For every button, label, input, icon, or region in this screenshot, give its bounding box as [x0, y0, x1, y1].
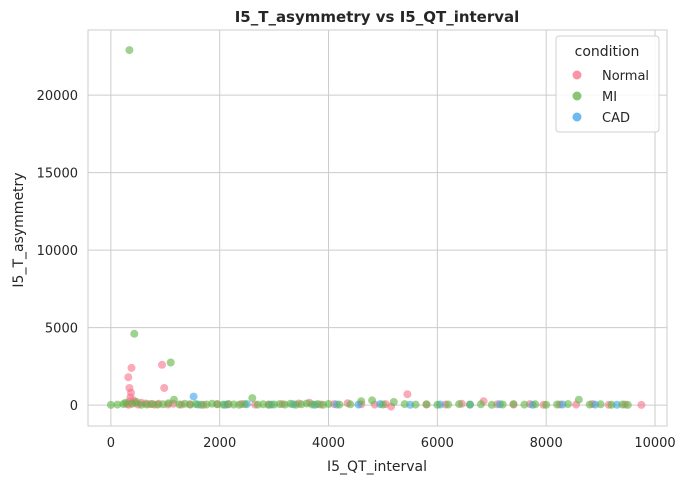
- legend-label-normal: Normal: [602, 69, 649, 84]
- data-point-normal: [637, 400, 646, 409]
- y-tick-label: 10000: [37, 244, 78, 259]
- legend-title: condition: [575, 44, 640, 60]
- data-point-mi: [240, 400, 249, 409]
- y-axis-label: I5_T_asymmetry: [11, 172, 27, 287]
- data-point-normal: [158, 360, 166, 369]
- y-tick-label: 5000: [45, 322, 78, 337]
- legend: condition Normal MI CAD: [555, 35, 660, 133]
- data-point-mi: [324, 400, 333, 408]
- y-tick-label: 20000: [37, 89, 78, 104]
- data-point-mi: [607, 400, 616, 409]
- y-tick-label: 15000: [37, 167, 78, 182]
- data-point-mi: [422, 400, 431, 409]
- data-point-mi: [130, 329, 139, 338]
- data-point-mi: [125, 46, 134, 55]
- data-point-mi: [585, 400, 594, 409]
- x-tick-label: 2000: [203, 436, 236, 451]
- points-layer: [106, 46, 646, 411]
- data-point-mi: [596, 400, 605, 409]
- legend-label-cad: CAD: [602, 111, 630, 126]
- x-tick-label: 6000: [421, 436, 454, 451]
- data-point-normal: [124, 373, 133, 382]
- data-point-mi: [166, 358, 175, 367]
- data-point-mi: [574, 395, 583, 404]
- data-point-mi: [389, 398, 398, 406]
- y-tick-label: 0: [70, 399, 78, 414]
- data-point-mi: [346, 400, 355, 409]
- data-point-mi: [564, 400, 572, 409]
- chart-title: I5_T_asymmetry vs I5_QT_interval: [235, 8, 520, 26]
- legend-label-mi: MI: [602, 90, 617, 105]
- data-point-mi: [444, 400, 453, 409]
- data-point-mi: [335, 400, 344, 409]
- x-tick-label: 0: [107, 436, 115, 451]
- data-point-mi: [553, 400, 562, 409]
- legend-entries: Normal MI CAD: [572, 69, 649, 126]
- x-tick-labels: 0 2000 4000 6000 8000 10000: [107, 436, 676, 451]
- data-point-mi: [248, 394, 257, 403]
- plot-frame: [87, 29, 668, 427]
- data-point-mi: [121, 398, 130, 407]
- data-point-normal: [160, 384, 169, 392]
- data-point-mi: [531, 400, 540, 409]
- legend-marker-normal: [572, 70, 582, 80]
- data-point-mi: [455, 400, 464, 409]
- data-point-mi: [623, 400, 632, 409]
- data-point-normal: [127, 363, 136, 372]
- data-point-normal: [125, 384, 134, 392]
- data-point-mi: [487, 400, 496, 409]
- data-point-cad: [189, 392, 198, 401]
- x-tick-label: 4000: [312, 436, 345, 451]
- data-point-mi: [106, 400, 115, 409]
- legend-box: [555, 35, 660, 133]
- y-tick-labels: 0 5000 10000 15000 20000: [37, 89, 78, 414]
- x-tick-label: 10000: [634, 436, 675, 451]
- legend-marker-cad: [572, 112, 582, 122]
- data-point-mi: [466, 400, 474, 409]
- x-axis-label: I5_QT_interval: [327, 459, 427, 475]
- x-tick-label: 8000: [530, 436, 563, 451]
- data-point-mi: [498, 400, 507, 409]
- data-point-mi: [433, 400, 442, 409]
- data-point-mi: [400, 400, 409, 409]
- data-point-mi: [476, 400, 485, 409]
- data-point-mi: [378, 400, 387, 409]
- data-point-normal: [403, 390, 412, 399]
- data-point-mi: [520, 400, 529, 409]
- data-point-mi: [509, 400, 518, 409]
- data-point-mi: [542, 400, 551, 409]
- data-point-mi: [368, 396, 377, 405]
- legend-marker-mi: [572, 91, 582, 101]
- data-point-mi: [113, 400, 122, 409]
- data-point-mi: [411, 400, 420, 409]
- data-point-mi: [357, 397, 366, 406]
- data-point-mi: [170, 395, 178, 404]
